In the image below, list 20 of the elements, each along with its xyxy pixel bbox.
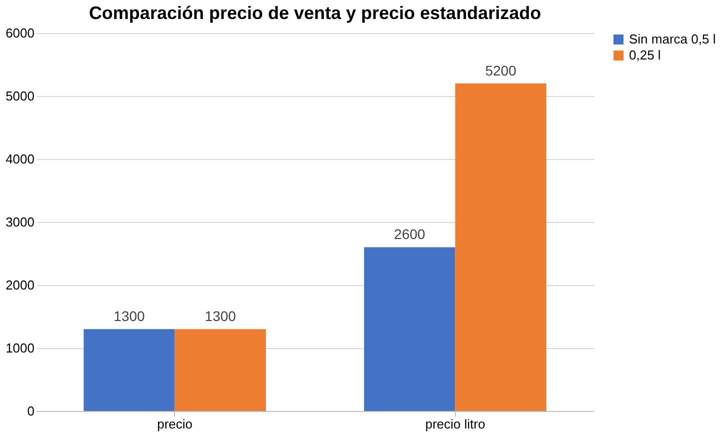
- y-tick-label: 3000: [6, 214, 34, 230]
- bar: [364, 247, 456, 411]
- x-tick-label: precio: [157, 416, 193, 432]
- y-tick-label: 2000: [6, 278, 34, 292]
- data-label: 1300: [204, 308, 236, 324]
- chart-title: Comparación precio de venta y precio estandarizado: [88, 3, 542, 23]
- x-tick-label: precio litro: [425, 416, 486, 432]
- data-label: 2600: [394, 226, 426, 242]
- bar: [174, 329, 266, 411]
- legend-label: Sin marca 0,5 l: [629, 32, 716, 46]
- bar: [84, 329, 175, 411]
- data-label: 1300: [114, 308, 146, 324]
- y-tick-label: 6000: [6, 26, 34, 40]
- bar: [455, 83, 546, 411]
- y-tick-label: 0: [27, 404, 34, 418]
- y-tick-label: 1000: [6, 340, 34, 356]
- y-tick-label: 4000: [6, 152, 34, 166]
- y-tick-label: 5000: [6, 88, 34, 104]
- data-label: 5200: [485, 62, 517, 78]
- legend-label: 0,25 l: [629, 48, 661, 62]
